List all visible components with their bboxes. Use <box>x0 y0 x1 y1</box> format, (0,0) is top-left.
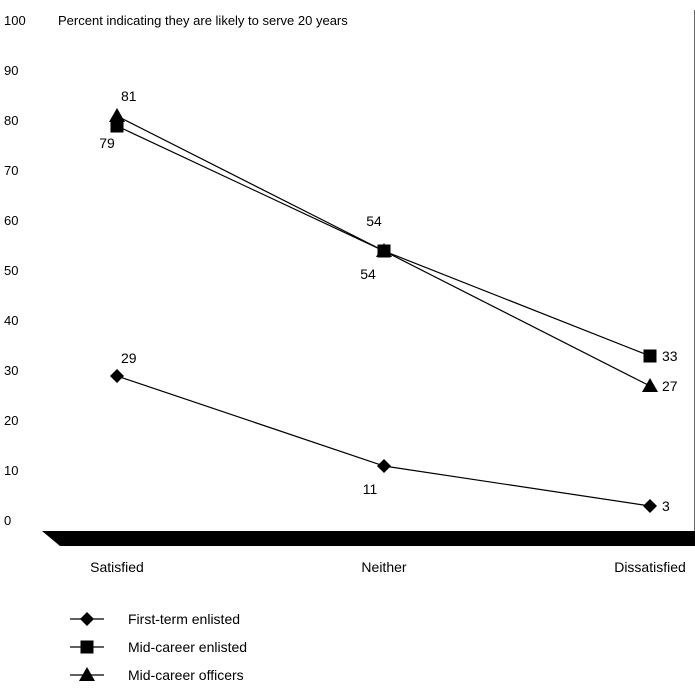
y-tick-label-100: 100 <box>4 13 26 28</box>
y-tick-label-50: 50 <box>4 263 18 278</box>
square-marker-2-3 <box>643 349 657 363</box>
series-line-1 <box>116 375 651 507</box>
legend-label-3: Mid-career officers <box>128 667 244 683</box>
diamond-marker-1-2 <box>377 459 391 473</box>
y-tick-label-60: 60 <box>4 213 18 228</box>
data-label-3-3: 27 <box>662 378 678 394</box>
series-line-2 <box>116 125 651 357</box>
triangle-marker-3-1 <box>109 108 125 122</box>
legend-square-icon <box>80 640 94 654</box>
floor-slab <box>42 531 695 546</box>
y-tick-label-40: 40 <box>4 313 18 328</box>
data-label-2-3: 33 <box>662 348 678 364</box>
square-marker-2-1 <box>110 119 124 133</box>
legend-label-2: Mid-career enlisted <box>128 639 247 655</box>
y-axis-ticks: 0 10 20 30 40 50 60 70 80 90 100 <box>4 13 26 528</box>
y-tick-label-90: 90 <box>4 63 18 78</box>
y-tick-label-80: 80 <box>4 113 18 128</box>
chart-title: Percent indicating they are likely to se… <box>58 13 348 28</box>
data-label-3-1: 81 <box>121 88 137 104</box>
data-labels: 29 11 3 79 54 33 81 54 27 <box>99 88 678 514</box>
data-label-1-3: 3 <box>662 498 670 514</box>
y-tick-label-0: 0 <box>4 513 11 528</box>
legend: First-term enlisted Mid-career enlisted Mi… <box>70 611 247 683</box>
data-label-2-2: 54 <box>360 266 376 282</box>
data-label-2-1: 79 <box>99 135 115 151</box>
y-tick-label-20: 20 <box>4 413 18 428</box>
data-label-1-2: 11 <box>363 481 378 497</box>
x-tick-label-neither: Neither <box>361 559 406 575</box>
data-label-1-1: 29 <box>121 350 137 366</box>
y-tick-label-70: 70 <box>4 163 18 178</box>
y-tick-label-30: 30 <box>4 363 18 378</box>
series-markers <box>109 108 658 513</box>
diamond-marker-1-1 <box>110 369 124 383</box>
diamond-marker-1-3 <box>643 499 657 513</box>
chart-floor <box>42 10 695 546</box>
legend-diamond-icon <box>80 612 94 626</box>
data-label-3-2: 54 <box>366 213 382 229</box>
legend-triangle-icon <box>79 667 95 681</box>
y-tick-label-10: 10 <box>4 463 18 478</box>
legend-label-1: First-term enlisted <box>128 611 240 627</box>
x-axis-ticks: Satisfied Neither Dissatisfied <box>90 559 686 575</box>
triangle-marker-3-3 <box>642 378 658 392</box>
series-lines <box>116 115 651 507</box>
x-tick-label-satisfied: Satisfied <box>90 559 144 575</box>
x-tick-label-dissatisfied: Dissatisfied <box>614 559 686 575</box>
triangle-marker-3-2 <box>376 243 392 257</box>
